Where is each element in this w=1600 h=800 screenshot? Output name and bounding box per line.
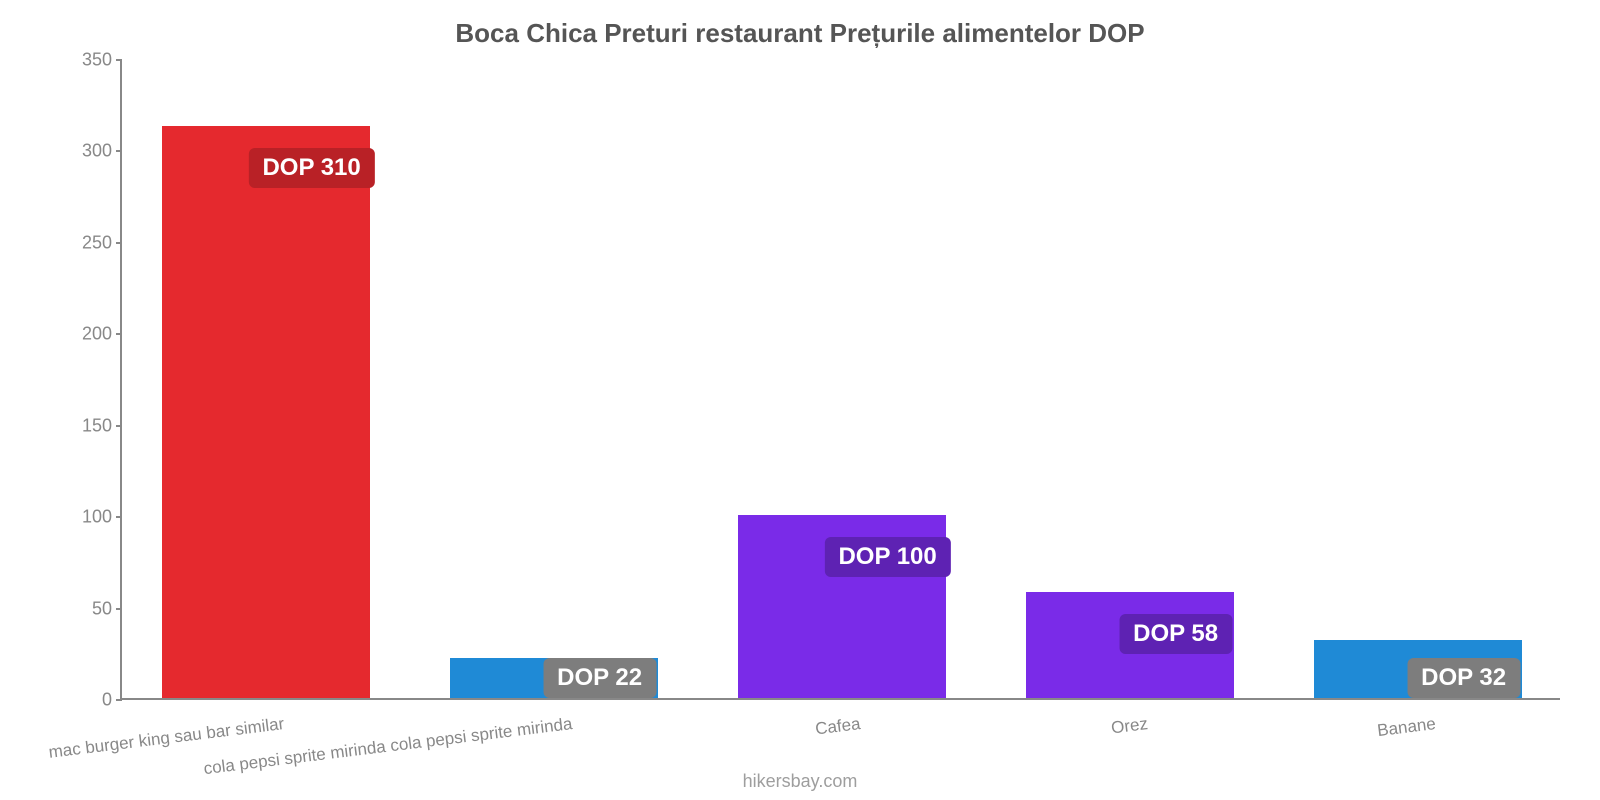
category-label: Orez xyxy=(1110,714,1149,738)
category-label: Banane xyxy=(1377,714,1438,741)
category-label: Cafea xyxy=(814,714,861,739)
y-tick-label: 250 xyxy=(62,232,112,253)
y-tick-mark xyxy=(116,608,122,610)
bar-value-badge: DOP 310 xyxy=(248,148,374,188)
bar-value-badge: DOP 22 xyxy=(543,658,656,698)
y-tick-label: 100 xyxy=(62,507,112,528)
y-tick-label: 300 xyxy=(62,141,112,162)
y-tick-label: 350 xyxy=(62,50,112,71)
y-tick-mark xyxy=(116,150,122,152)
bar-value-badge: DOP 58 xyxy=(1119,614,1232,654)
y-tick-mark xyxy=(116,59,122,61)
attribution-text: hikersbay.com xyxy=(0,771,1600,792)
bar xyxy=(162,126,369,698)
y-tick-mark xyxy=(116,516,122,518)
y-tick-label: 0 xyxy=(62,690,112,711)
y-tick-label: 200 xyxy=(62,324,112,345)
bar-value-badge: DOP 100 xyxy=(824,537,950,577)
plot-region: 050100150200250300350DOP 310mac burger k… xyxy=(120,60,1560,700)
y-tick-label: 50 xyxy=(62,598,112,619)
bar-value-badge: DOP 32 xyxy=(1407,658,1520,698)
y-tick-label: 150 xyxy=(62,415,112,436)
chart-title: Boca Chica Preturi restaurant Prețurile … xyxy=(0,0,1600,49)
y-tick-mark xyxy=(116,699,122,701)
chart-area: 050100150200250300350DOP 310mac burger k… xyxy=(120,60,1560,700)
y-tick-mark xyxy=(116,333,122,335)
y-tick-mark xyxy=(116,242,122,244)
y-tick-mark xyxy=(116,425,122,427)
